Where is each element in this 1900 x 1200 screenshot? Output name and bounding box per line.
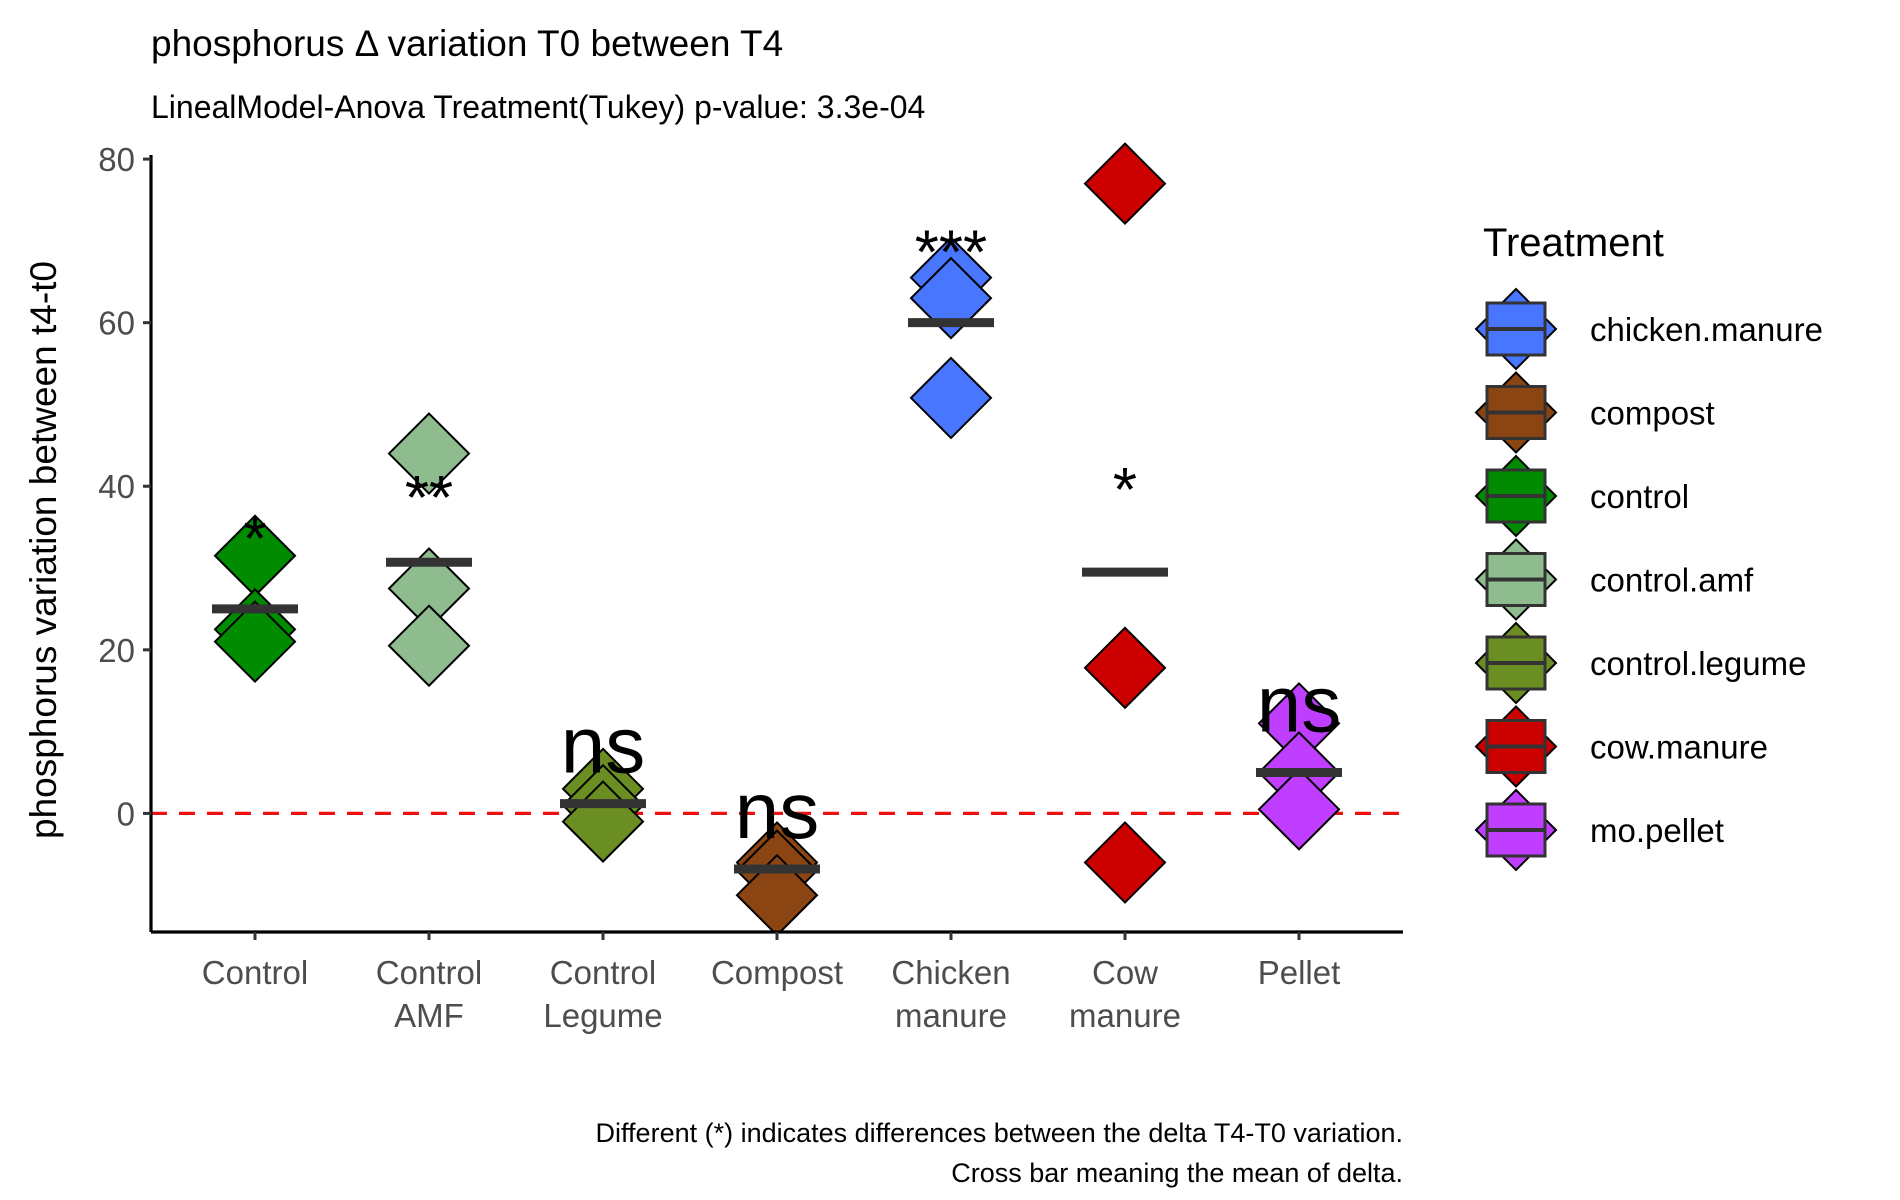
x-tick-label-chicken.manure: Chicken manure [891,954,1010,1034]
legend-item-control: control [1474,454,1689,538]
legend-label-chicken.manure: chicken.manure [1590,311,1823,348]
legend-label-control.legume: control.legume [1590,645,1806,682]
data-point-mo.pellet-3 [1257,767,1341,851]
category-group-mo.pellet: ns [1256,660,1342,851]
category-group-compost: ns [734,766,820,932]
caption: Different (*) indicates differences betw… [596,1118,1403,1188]
x-tick-label-line: Chicken [891,954,1010,991]
category-group-control: * [212,505,298,684]
significance-label-compost: ns [735,766,820,855]
y-tick-label-40: 40 [98,468,135,505]
x-tick-label-compost: Compost [711,954,843,991]
caption-line-1: Different (*) indicates differences betw… [596,1118,1403,1148]
data-point-control.amf-3 [387,604,471,688]
x-tick-label-line: Control [376,954,482,991]
category-group-control.amf: ** [386,412,472,688]
legend-item-compost: compost [1474,371,1715,454]
legend-label-control: control [1590,478,1689,515]
data-point-cow.manure-2 [1083,626,1167,710]
legend-label-mo.pellet: mo.pellet [1590,812,1724,849]
x-tick-label-line: manure [895,997,1007,1034]
significance-label-control.legume: ns [561,701,646,790]
data-point-control-3 [213,600,297,684]
category-group-chicken.manure: *** [908,219,994,440]
data-point-compost-3 [735,853,819,932]
data-point-chicken.manure-2 [909,256,993,340]
x-tick-label-line: Control [202,954,308,991]
x-tick-label-line: AMF [394,997,464,1034]
x-tick-label-line: Pellet [1258,954,1341,991]
legend-label-control.amf: control.amf [1590,562,1754,599]
significance-label-control.amf: ** [405,464,453,533]
y-tick-label-20: 20 [98,632,135,669]
legend-item-chicken.manure: chicken.manure [1474,287,1823,371]
caption-line-2: Cross bar meaning the mean of delta. [951,1158,1403,1188]
category-group-cow.manure: * [1082,142,1168,904]
significance-label-control: * [243,505,267,574]
legend-title: Treatment [1483,221,1664,265]
x-tick-label-line: Compost [711,954,843,991]
significance-label-chicken.manure: *** [915,219,987,288]
x-tick-label-control.legume: Control Legume [543,954,662,1034]
significance-label-cow.manure: * [1113,456,1137,525]
x-tick-label-mo.pellet: Pellet [1258,954,1341,991]
x-tick-label-line: Control [550,954,656,991]
legend-item-control.legume: control.legume [1474,621,1806,705]
x-tick-label-cow.manure: Cow manure [1069,954,1181,1034]
chart-subtitle: LinealModel-Anova Treatment(Tukey) p-val… [151,89,925,125]
legend-item-control.amf: control.amf [1474,538,1754,621]
data-point-cow.manure-1 [1083,142,1167,226]
category-group-control.legume: ns [560,701,646,863]
x-tick-label-line: manure [1069,997,1181,1034]
legend-label-compost: compost [1590,395,1715,432]
y-axis-label: phosphorus variation between t4-t0 [23,261,64,839]
y-tick-label-80: 80 [98,141,135,178]
data-point-control.amf-1 [387,412,471,495]
x-tick-label-line: Legume [543,997,662,1034]
y-tick-label-60: 60 [98,305,135,342]
x-tick-label-control: Control [202,954,308,991]
data-point-control.legume-3 [561,780,645,863]
legend-label-cow.manure: cow.manure [1590,729,1768,766]
chart-title: phosphorus Δ variation T0 between T4 [151,23,783,64]
significance-label-mo.pellet: ns [1257,660,1342,749]
legend-item-mo.pellet: mo.pellet [1474,788,1724,872]
legend-item-cow.manure: cow.manure [1474,705,1768,788]
y-tick-label-0: 0 [117,795,135,832]
data-point-cow.manure-3 [1083,821,1167,904]
x-tick-label-line: Cow [1092,954,1158,991]
data-point-chicken.manure-3 [909,356,993,440]
legend: Treatment chicken.manure compost control co… [1474,221,1823,872]
x-tick-label-control.amf: Control AMF [376,954,482,1034]
